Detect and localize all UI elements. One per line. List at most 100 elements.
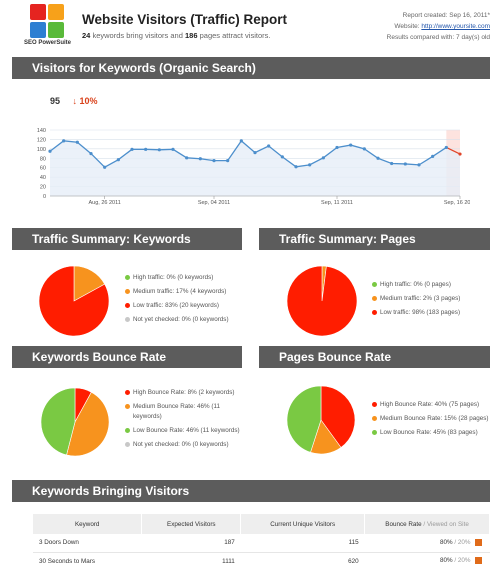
section-organic-header: Visitors for Keywords (Organic Search) (12, 57, 490, 79)
pie-slice (286, 385, 322, 453)
legend-label: Medium traffic: 17% (4 keywords) (133, 288, 227, 295)
x-tick-label: Sep, 16 2011 (444, 200, 470, 206)
table-row[interactable]: 3 Doors Down 187 115 80% / 20% (33, 534, 490, 553)
legend-label: Medium traffic: 2% (3 pages) (380, 295, 461, 302)
legend-label: High traffic: 0% (0 keywords) (133, 274, 214, 281)
kpi-summary: 95 ↓ 10% (50, 96, 98, 106)
cell-current: 115 (240, 534, 365, 553)
legend-label: Low Bounce Rate: 45% (83 pages) (380, 429, 478, 436)
legend-swatch-icon (125, 289, 130, 294)
traffic-keywords-pie (38, 265, 110, 337)
data-point (431, 154, 435, 158)
cell-bounce: 80% / 20% (364, 552, 490, 565)
y-tick-label: 20 (40, 185, 46, 191)
col-current-visitors[interactable]: Current Unique Visitors (240, 514, 366, 534)
data-point (253, 151, 257, 155)
cell-expected: 1111 (141, 552, 241, 565)
legend-swatch-icon (372, 416, 377, 421)
report-subtitle: 24 keywords bring visitors and 186 pages… (82, 31, 270, 40)
col-bounce-rate[interactable]: Bounce Rate / Viewed on Site (364, 514, 490, 534)
legend-swatch-icon (125, 275, 130, 280)
legend-item: Low traffic: 98% (183 pages) (372, 308, 492, 318)
data-point (458, 152, 462, 156)
legend-item: Low Bounce Rate: 45% (83 pages) (372, 428, 492, 438)
report-meta: Report created: Sep 16, 2011* Website: h… (387, 10, 490, 43)
report-website: Website: http://www.yoursite.com (387, 21, 490, 32)
data-point (308, 163, 312, 167)
bounce-bar-icon (474, 539, 482, 547)
section-bringing-header: Keywords Bringing Visitors (12, 480, 490, 502)
logo-text: SEO PowerSuite (24, 40, 72, 46)
data-point (198, 157, 202, 161)
legend-swatch-icon (125, 404, 130, 409)
section-bounce-pages-header: Pages Bounce Rate (259, 346, 490, 368)
subtitle-mid: keywords bring visitors and (92, 31, 183, 40)
data-point (444, 145, 448, 150)
bounce-keywords-legend: High Bounce Rate: 8% (2 keywords) Medium … (125, 388, 245, 454)
legend-item: High traffic: 0% (0 keywords) (125, 273, 245, 283)
data-point (226, 159, 230, 163)
col-bounce-label: Bounce Rate (385, 520, 422, 528)
kpi-change: ↓ 10% (72, 96, 98, 106)
logo-red-square (30, 4, 46, 20)
page-count: 186 (185, 31, 198, 40)
legend-swatch-icon (125, 428, 130, 433)
section-bounce-keywords-header: Keywords Bounce Rate (12, 346, 242, 368)
cell-expected: 187 (141, 534, 241, 553)
kpi-value: 95 (50, 96, 61, 106)
data-point (157, 148, 161, 152)
x-tick-label: Sep, 11 2011 (321, 200, 353, 206)
legend-swatch-icon (372, 310, 377, 315)
data-point (294, 165, 298, 169)
legend-item: High Bounce Rate: 8% (2 keywords) (125, 388, 245, 398)
y-tick-label: 60 (40, 166, 46, 172)
data-point (185, 156, 189, 160)
legend-label: High Bounce Rate: 40% (75 pages) (380, 401, 480, 408)
bounce-keywords-pie (40, 387, 110, 457)
report-title: Website Visitors (Traffic) Report (82, 12, 288, 27)
subtitle-end: pages attract visitors. (199, 31, 271, 40)
traffic-keywords-legend: High traffic: 0% (0 keywords) Medium traf… (125, 273, 245, 329)
data-point (171, 147, 175, 151)
data-point (130, 147, 134, 151)
col-viewed-label: Viewed on Site (426, 520, 469, 528)
legend-swatch-icon (125, 442, 130, 447)
cell-keyword: 3 Doors Down (33, 534, 142, 553)
legend-label: Low traffic: 98% (183 pages) (380, 309, 461, 316)
report-compare: Results compared with: 7 day(s) old (386, 34, 490, 41)
data-point (116, 158, 120, 162)
data-point (103, 165, 107, 169)
data-point (376, 156, 380, 160)
legend-item: Low Bounce Rate: 46% (11 keywords) (125, 426, 245, 436)
legend-swatch-icon (372, 430, 377, 435)
legend-item: Medium traffic: 17% (4 keywords) (125, 287, 245, 297)
pie-slice (286, 265, 358, 337)
data-point (212, 159, 216, 163)
legend-item: Not yet checked: 0% (0 keywords) (125, 315, 245, 325)
report-created: Report created: Sep 16, 2011* (402, 12, 490, 19)
legend-label: Low Bounce Rate: 46% (11 keywords) (133, 427, 240, 434)
bounce-bar-icon (474, 557, 482, 565)
y-tick-label: 100 (37, 147, 46, 153)
y-tick-label: 0 (43, 194, 46, 200)
legend-label: Not yet checked: 0% (0 keywords) (133, 441, 229, 448)
cell-bounce-value: 80% (440, 539, 453, 547)
data-point (349, 143, 353, 147)
y-tick-label: 140 (37, 128, 46, 134)
data-point (267, 144, 271, 148)
keywords-table: Keyword Expected Visitors Current Unique… (33, 514, 490, 565)
section-traffic-pages-header: Traffic Summary: Pages (259, 228, 490, 250)
data-point (144, 147, 148, 151)
col-keyword[interactable]: Keyword (33, 514, 143, 534)
website-link[interactable]: http://www.yoursite.com (421, 23, 490, 30)
col-expected-visitors[interactable]: Expected Visitors (141, 514, 242, 534)
legend-label: Not yet checked: 0% (0 keywords) (133, 316, 229, 323)
cell-current: 620 (240, 552, 365, 565)
data-point (403, 162, 407, 166)
bounce-pages-legend: High Bounce Rate: 40% (75 pages) Medium B… (372, 400, 492, 442)
legend-swatch-icon (372, 296, 377, 301)
data-point (362, 147, 366, 151)
traffic-pages-pie (286, 265, 358, 337)
table-row[interactable]: 30 Seconds to Mars 1111 620 80% / 20% (33, 552, 490, 565)
cell-keyword: 30 Seconds to Mars (33, 552, 142, 565)
